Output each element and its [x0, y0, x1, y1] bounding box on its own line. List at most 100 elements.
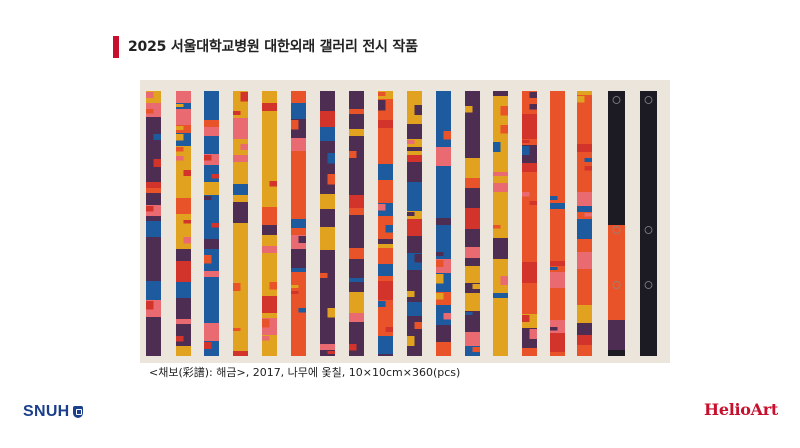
- stick-segment: [320, 326, 335, 344]
- stick-segment: [298, 236, 306, 243]
- stick-segment: [407, 336, 415, 346]
- stick-segment: [176, 164, 191, 169]
- stick-segment: [385, 225, 393, 233]
- stick-segment: [146, 117, 161, 133]
- stick-segment: [233, 303, 248, 316]
- stick-segment: [378, 248, 393, 264]
- stick-segment: [262, 246, 277, 253]
- stick-segment: [407, 155, 422, 162]
- stick-segment: [146, 301, 154, 310]
- stick: [349, 91, 364, 356]
- stick-segment: [262, 235, 277, 246]
- stick-segment: [378, 204, 386, 211]
- stick-segment: [500, 106, 508, 116]
- stick: [640, 91, 657, 356]
- stick-segment: [262, 162, 277, 167]
- stick-segment: [584, 213, 592, 217]
- stick-segment: [176, 282, 191, 298]
- stick-segment: [320, 111, 335, 127]
- stick-segment: [291, 103, 306, 119]
- stick-segment: [436, 325, 451, 342]
- stick-segment: [465, 317, 480, 332]
- stick-segment: [291, 138, 306, 151]
- stick-segment: [584, 158, 592, 162]
- stick-segment: [176, 214, 191, 219]
- stick-segment: [407, 212, 415, 216]
- stick-segment: [291, 228, 306, 235]
- stick-segment: [349, 228, 364, 248]
- stick-segment: [262, 253, 277, 263]
- stick-segment: [146, 109, 154, 114]
- stick-segment: [233, 268, 248, 282]
- stick-segment: [550, 203, 565, 209]
- stick-segment: [550, 133, 565, 153]
- stick-segment: [493, 325, 508, 333]
- stick-segment: [522, 114, 537, 129]
- stick-segment: [262, 103, 277, 111]
- stick-segment: [493, 259, 508, 275]
- stick-segment: [550, 288, 565, 302]
- stick: [407, 91, 422, 356]
- stick-segment: [233, 179, 248, 184]
- stick-segment: [291, 120, 299, 130]
- stick-segment: [204, 107, 219, 120]
- stick-segment: [176, 324, 191, 335]
- stick-segment: [407, 302, 422, 316]
- stick-segment: [584, 166, 592, 171]
- engraved-mark: [612, 96, 621, 104]
- stick-segment: [233, 283, 241, 291]
- stick-segment: [522, 244, 537, 250]
- stick-segment: [550, 230, 565, 248]
- stick-segment: [378, 239, 393, 244]
- stick-segment: [436, 350, 451, 356]
- stick-segment: [320, 96, 335, 111]
- helioart-logo[interactable]: HelioArt: [704, 400, 778, 419]
- stick-segment: [550, 352, 565, 356]
- stick-segment: [291, 272, 306, 284]
- stick-segment: [349, 215, 364, 228]
- stick-segment: [436, 274, 444, 284]
- stick-segment: [407, 151, 422, 155]
- page-title: 2025 서울대학교병원 대한외래 갤러리 전시 작품: [128, 39, 418, 55]
- stick-segment: [465, 189, 473, 199]
- stick-segment: [550, 261, 565, 266]
- stick-segment: [349, 151, 357, 158]
- stick-segment: [436, 293, 444, 300]
- stick-segment: [529, 201, 537, 205]
- stick-segment: [291, 337, 306, 352]
- stick-segment: [436, 306, 444, 310]
- stick: [577, 91, 592, 356]
- stick-segment: [550, 196, 558, 200]
- stick-segment: [385, 327, 393, 332]
- stick-segment: [204, 342, 212, 349]
- stick-segment: [204, 293, 219, 299]
- stick-segment: [493, 172, 508, 176]
- stick-segment: [349, 208, 364, 215]
- stick-segment: [146, 237, 161, 248]
- stick-segment: [493, 238, 508, 259]
- stick-segment: [211, 223, 219, 228]
- stick-segment: [146, 324, 161, 341]
- stick-segment: [378, 100, 386, 111]
- stick-segment: [522, 283, 537, 293]
- stick-segment: [176, 261, 191, 282]
- stick-segment: [204, 231, 219, 239]
- stick-segment: [176, 91, 191, 103]
- stick-segment: [204, 249, 219, 254]
- stick-segment: [298, 308, 306, 313]
- stick-segment: [465, 229, 480, 247]
- stick-segment: [176, 346, 191, 356]
- stick-segment: [522, 293, 537, 298]
- stick-segment: [204, 120, 219, 127]
- snuh-logo[interactable]: SNUH: [23, 403, 83, 421]
- stick-segment: [262, 167, 277, 171]
- stick-segment: [493, 91, 508, 96]
- stick-segment: [233, 155, 248, 162]
- stick-segment: [465, 178, 480, 188]
- stick-segment: [550, 320, 565, 326]
- stick-segment: [550, 170, 565, 182]
- stick-segment: [233, 321, 248, 327]
- stick-segment: [291, 190, 306, 198]
- stick-segment: [577, 136, 592, 144]
- stick-segment: [577, 144, 592, 152]
